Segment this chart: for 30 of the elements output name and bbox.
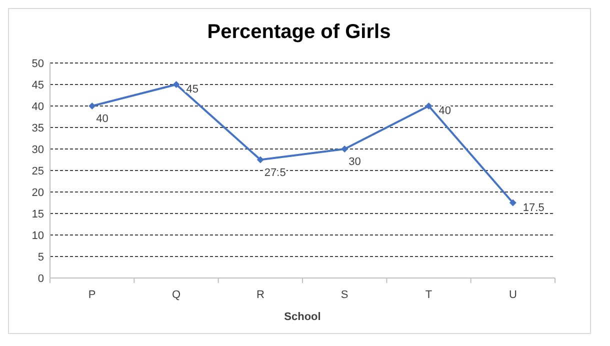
x-tick-label: P — [88, 289, 96, 301]
y-tick-label: 40 — [32, 101, 44, 113]
y-tick-label: 10 — [32, 230, 44, 242]
y-tick-label: 20 — [32, 187, 44, 199]
point — [88, 102, 96, 110]
data-label: 30 — [348, 156, 361, 168]
x-axis-title: School — [284, 311, 321, 323]
y-tick-label: 45 — [32, 80, 44, 92]
data-label: 45 — [186, 84, 198, 96]
y-tick-label: 30 — [32, 144, 44, 156]
point — [172, 81, 180, 88]
y-tick-label: 5 — [38, 252, 44, 264]
point — [509, 199, 516, 206]
point — [256, 156, 264, 164]
y-tick-label: 50 — [32, 58, 44, 70]
point — [425, 102, 432, 110]
y-tick-label: 15 — [32, 208, 44, 220]
x-tick-label: T — [425, 289, 432, 301]
x-tick-label: U — [508, 289, 517, 301]
x-tick-label: S — [340, 289, 348, 301]
y-tick-label: 0 — [38, 273, 44, 285]
point — [341, 146, 348, 152]
data-label: 40 — [96, 113, 108, 125]
y-tick-label: 35 — [32, 122, 44, 134]
x-tick-label: Q — [172, 289, 181, 301]
y-tick-label: 25 — [32, 166, 44, 178]
data-label: 40 — [438, 105, 451, 117]
x-tick-label: R — [256, 289, 264, 301]
data-label: 17.5 — [522, 202, 544, 214]
chart-title: Percentage of Girls — [207, 21, 391, 43]
